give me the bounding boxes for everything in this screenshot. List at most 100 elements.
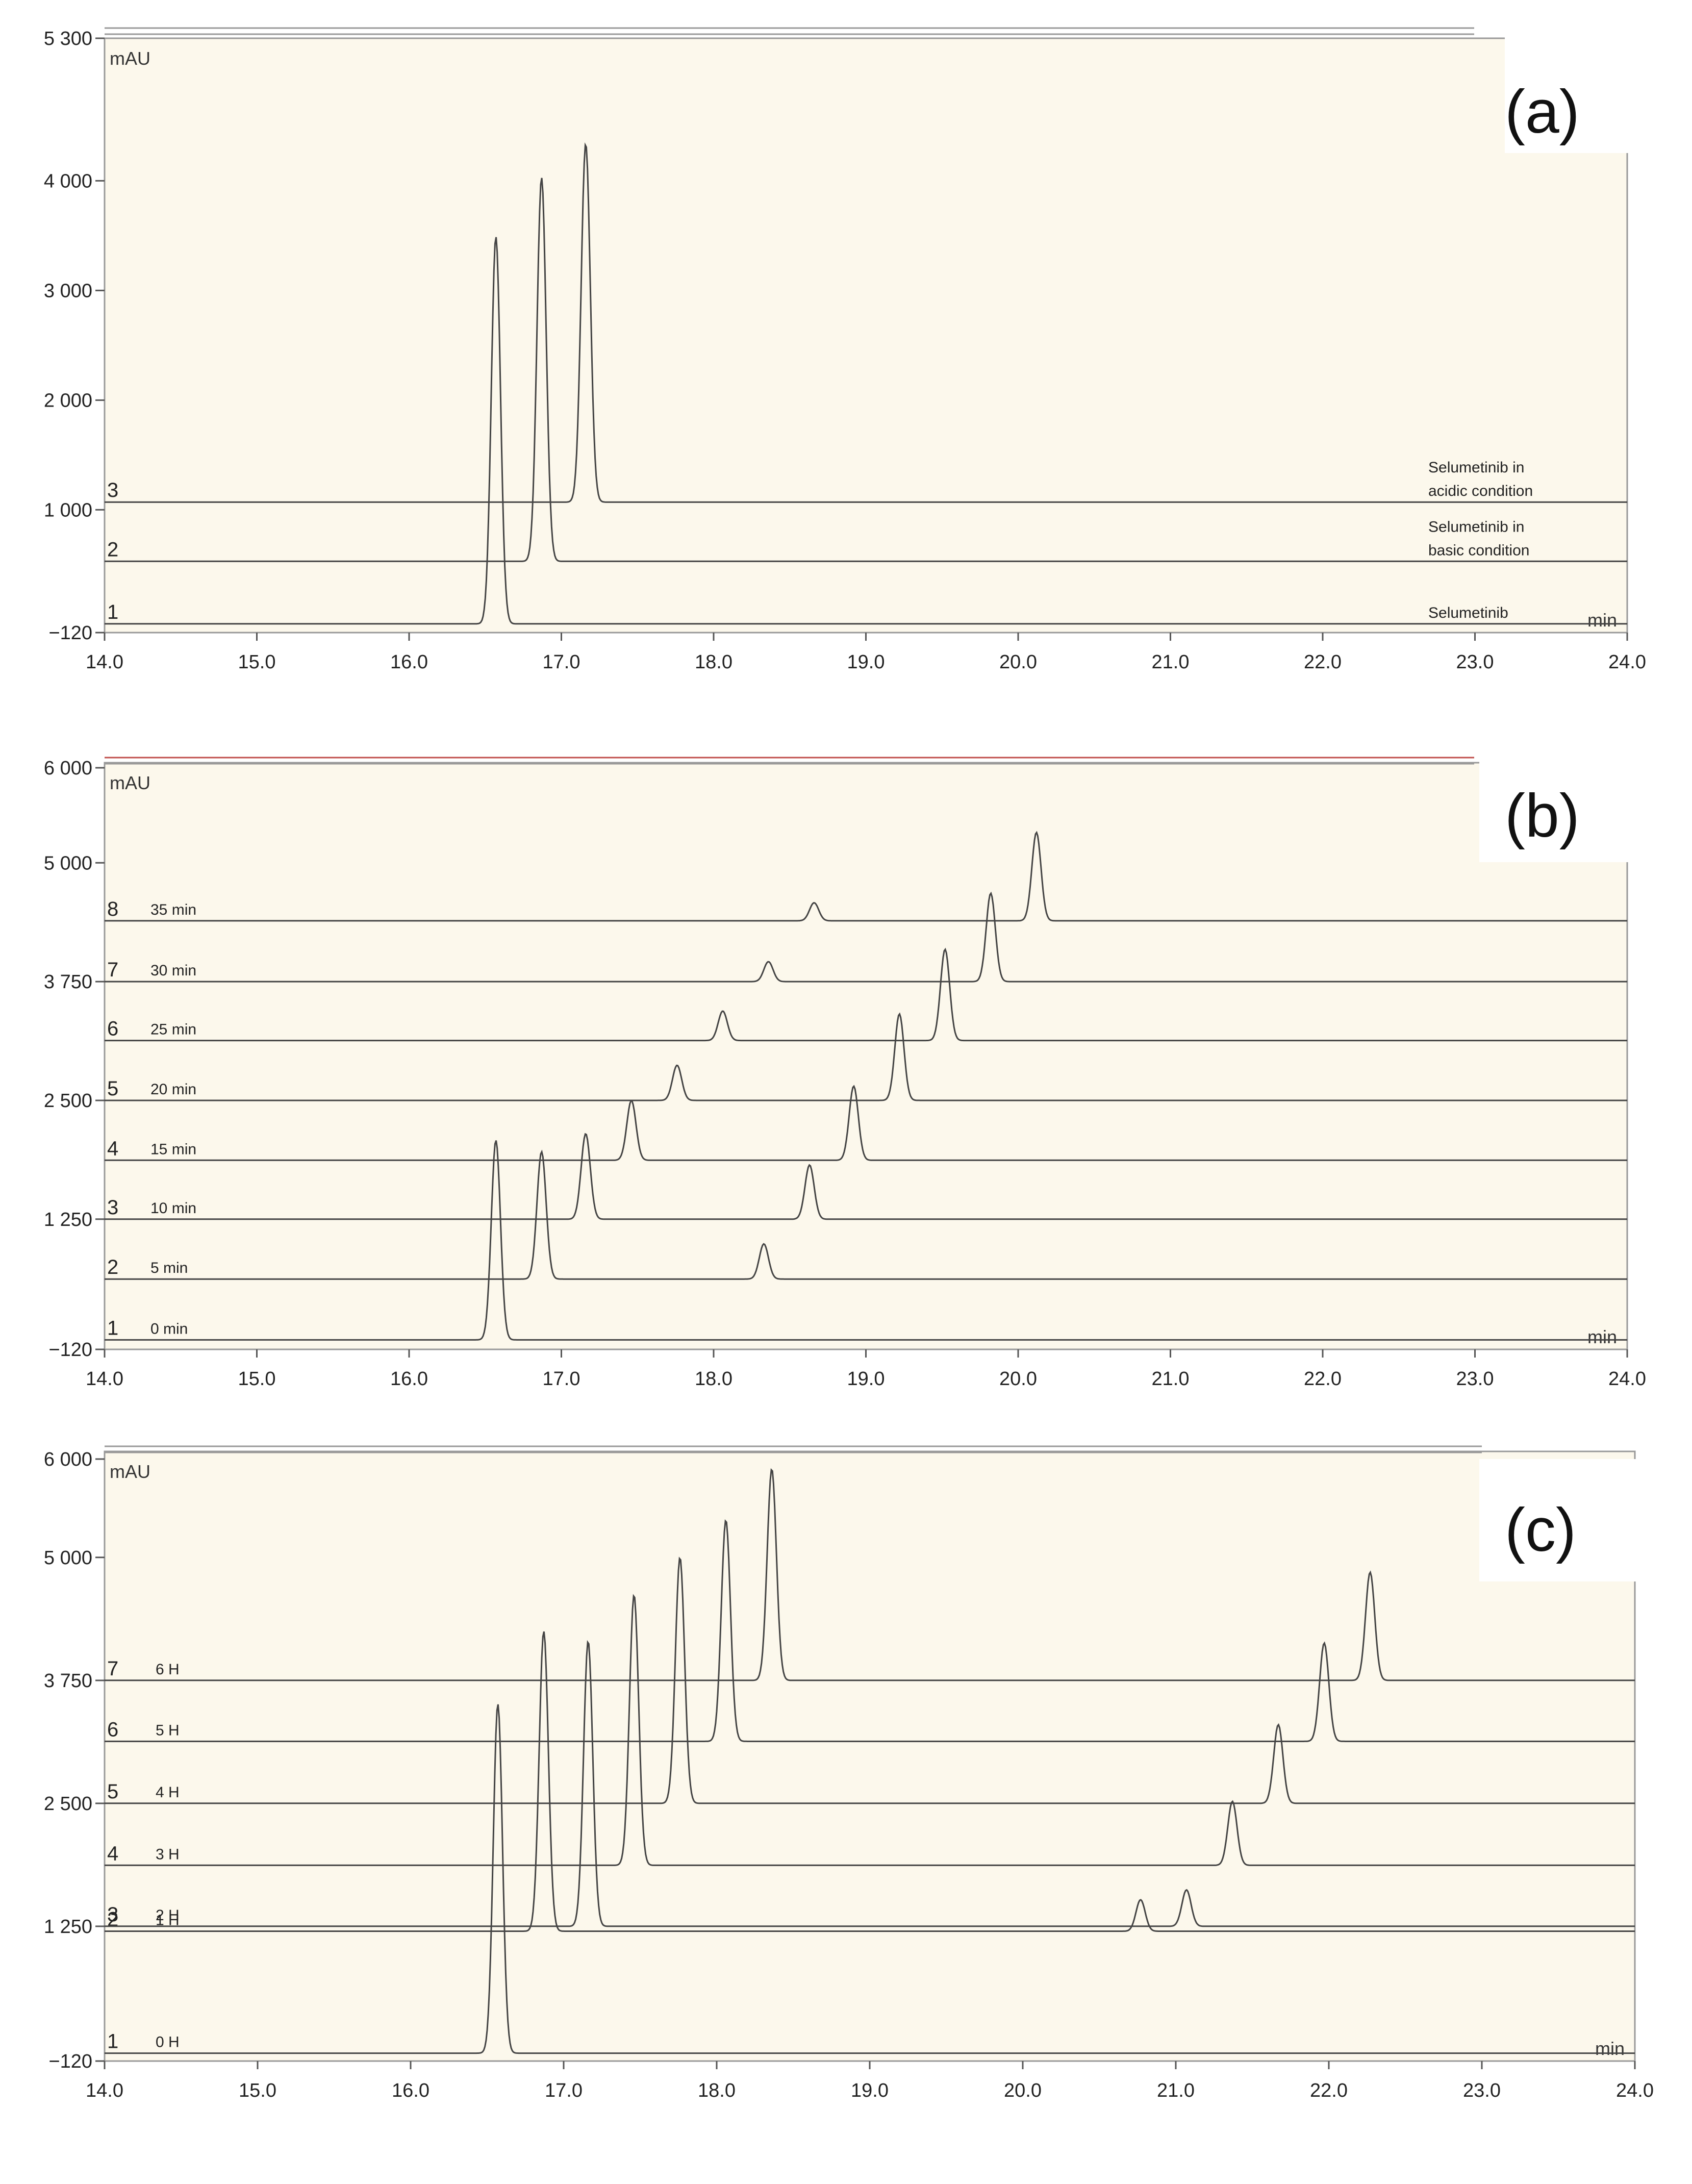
x-unit-label: min (1587, 1326, 1617, 1347)
chromatogram-trace (105, 1140, 1627, 1341)
trace-number: 2 (107, 1256, 118, 1278)
y-tick-label: 6 000 (44, 758, 92, 779)
x-tick-label: 22.0 (1304, 1368, 1342, 1390)
panel-label: (c) (1505, 1496, 1576, 1564)
x-tick-label: 16.0 (390, 651, 428, 673)
x-tick-label: 22.0 (1310, 2080, 1348, 2101)
trace-label: 25 min (150, 1021, 196, 1038)
trace-label: 4 H (156, 1784, 180, 1801)
x-tick-label: 17.0 (543, 651, 580, 673)
chromatogram-trace (105, 1704, 1635, 2054)
trace-label: 3 H (156, 1846, 180, 1863)
y-tick-label: 5 000 (44, 1547, 92, 1569)
x-tick-label: 24.0 (1608, 1368, 1646, 1390)
y-tick-label: −120 (48, 1339, 92, 1361)
x-tick-label: 16.0 (392, 2080, 430, 2101)
y-tick-label: 1 000 (44, 499, 92, 521)
x-tick-label: 22.0 (1304, 651, 1342, 673)
chromatogram-trace (105, 947, 1627, 1042)
trace-label: 0 H (156, 2034, 180, 2051)
chromatogram-panel: 14.0 15.0 16.0 17.0 18.0 19.0 20.0 21.0 22.0 23.0… (44, 1445, 1673, 2101)
trace-number: 3 (107, 1196, 118, 1219)
chromatogram-trace (105, 1133, 1627, 1220)
x-tick-label: 14.0 (86, 2080, 123, 2101)
y-tick-label: −120 (48, 622, 92, 644)
chromatogram-trace (105, 142, 1627, 503)
y-unit-label: mAU (110, 48, 150, 69)
trace-number: 7 (107, 1658, 118, 1680)
panel-label-box (1479, 755, 1673, 862)
trace-number: 6 (107, 1018, 118, 1040)
chromatogram-trace (105, 1594, 1635, 1866)
trace-number: 7 (107, 959, 118, 981)
x-tick-label: 19.0 (847, 1368, 885, 1390)
chromatogram-trace (105, 1640, 1635, 1927)
trace-number: 5 (107, 1077, 118, 1100)
chromatogram-trace (105, 1557, 1635, 1804)
x-tick-label: 21.0 (1152, 1368, 1190, 1390)
x-tick-label: 24.0 (1608, 651, 1646, 673)
x-tick-label: 14.0 (86, 651, 123, 673)
trace-label: 0 min (150, 1320, 188, 1337)
trace-number: 2 (107, 1908, 118, 1930)
x-tick-label: 18.0 (695, 651, 733, 673)
x-tick-label: 19.0 (851, 2080, 889, 2101)
chromatogram-panel: 14.0 15.0 16.0 17.0 18.0 19.0 20.0 21.0 22.0 23.0… (44, 27, 1673, 673)
x-tick-label: 16.0 (390, 1368, 428, 1390)
y-tick-label: 5 000 (44, 852, 92, 874)
trace-number: 6 (107, 1718, 118, 1741)
y-tick-label: 1 250 (44, 1916, 92, 1938)
x-unit-label: min (1587, 610, 1617, 631)
x-tick-label: 14.0 (86, 1368, 123, 1390)
trace-number: 1 (107, 601, 118, 623)
x-tick-label: 17.0 (545, 2080, 583, 2101)
chromatogram-trace (105, 1149, 1627, 1280)
y-tick-label: 2 500 (44, 1090, 92, 1112)
y-tick-label: 3 750 (44, 971, 92, 993)
y-tick-label: 6 000 (44, 1449, 92, 1470)
trace-number: 3 (107, 1903, 118, 1926)
trace-label: 30 min (150, 962, 196, 979)
x-tick-label: 24.0 (1616, 2080, 1654, 2101)
trace-number: 1 (107, 1317, 118, 1339)
trace-label: 15 min (150, 1141, 196, 1158)
plot-area (104, 1450, 1636, 2062)
panel-label: (a) (1505, 78, 1580, 146)
y-tick-label: 2 000 (44, 390, 92, 411)
trace-label: 10 min (150, 1200, 196, 1217)
chromatogram-trace (105, 1468, 1635, 1681)
trace-label: 35 min (150, 901, 196, 918)
trace-number: 8 (107, 898, 118, 920)
x-tick-label: 21.0 (1152, 651, 1190, 673)
trace-label: Selumetinib in (1428, 518, 1524, 535)
x-tick-label: 17.0 (543, 1368, 580, 1390)
chromatogram-trace (105, 237, 1627, 625)
trace-number: 4 (107, 1137, 118, 1160)
chromatogram-trace (105, 891, 1627, 983)
x-tick-label: 23.0 (1456, 1368, 1494, 1390)
y-tick-label: 5 300 (44, 28, 92, 49)
chromatogram-trace (105, 1085, 1627, 1161)
x-tick-label: 18.0 (698, 2080, 736, 2101)
trace-label: acidic condition (1428, 483, 1533, 499)
trace-label: 5 H (156, 1722, 180, 1739)
trace-label: basic condition (1428, 542, 1529, 559)
trace-number: 5 (107, 1780, 118, 1803)
trace-label: Selumetinib (1428, 605, 1508, 621)
x-tick-label: 23.0 (1463, 2080, 1501, 2101)
x-tick-label: 19.0 (847, 651, 885, 673)
y-tick-label: 3 750 (44, 1670, 92, 1692)
x-tick-label: 20.0 (999, 651, 1037, 673)
trace-label: 20 min (150, 1081, 196, 1098)
x-tick-label: 18.0 (695, 1368, 733, 1390)
y-tick-label: 2 500 (44, 1793, 92, 1815)
trace-number: 2 (107, 538, 118, 561)
x-unit-label: min (1595, 2038, 1625, 2059)
plot-area (104, 762, 1628, 1350)
x-tick-label: 15.0 (239, 2080, 276, 2101)
y-unit-label: mAU (110, 772, 150, 793)
plot-area (104, 37, 1628, 634)
x-tick-label: 23.0 (1456, 651, 1494, 673)
chromatogram-trace (105, 831, 1627, 922)
